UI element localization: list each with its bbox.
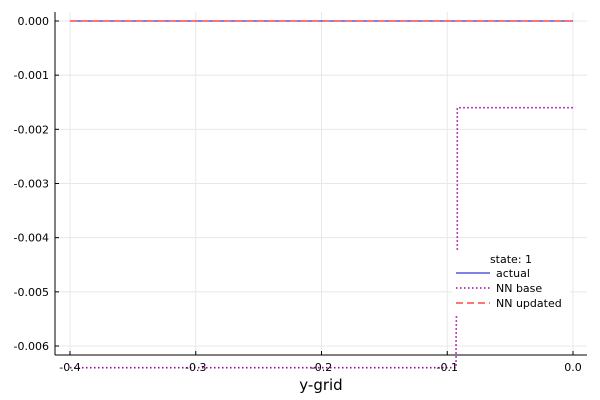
x-tick-label-1: -0.3 [185, 361, 206, 374]
x-tick-label-2: -0.2 [311, 361, 332, 374]
series-line-nn-base [70, 106, 573, 369]
x-tick-label-0: -0.4 [59, 361, 80, 374]
x-tick-label-3: -0.1 [437, 361, 458, 374]
y-tick-label-2: -0.002 [14, 123, 49, 136]
legend-title: state: 1 [490, 253, 532, 266]
x-tick-label-4: 0.0 [564, 361, 582, 374]
y-tick-label-0: 0.000 [18, 15, 50, 28]
y-tick-label-3: -0.003 [14, 178, 49, 191]
plot-series [70, 20, 573, 369]
legend-label-0: actual [496, 267, 530, 280]
x-axis-label: y-grid [299, 376, 342, 394]
y-tick-label-4: -0.004 [14, 232, 49, 245]
y-tick-label-6: -0.006 [14, 340, 49, 353]
y-tick-label-1: -0.001 [14, 69, 49, 82]
legend-label-2: NN updated [496, 297, 562, 310]
y-tick-label-5: -0.005 [14, 286, 49, 299]
x-ticks: -0.4 -0.3 -0.2 -0.1 0.0 [59, 351, 582, 374]
legend-label-1: NN base [496, 282, 542, 295]
y-ticks: 0.000 -0.001 -0.002 -0.003 -0.004 -0.005 -0.00… [14, 15, 59, 353]
legend: state: 1 actual NN base NN updated [452, 251, 570, 314]
